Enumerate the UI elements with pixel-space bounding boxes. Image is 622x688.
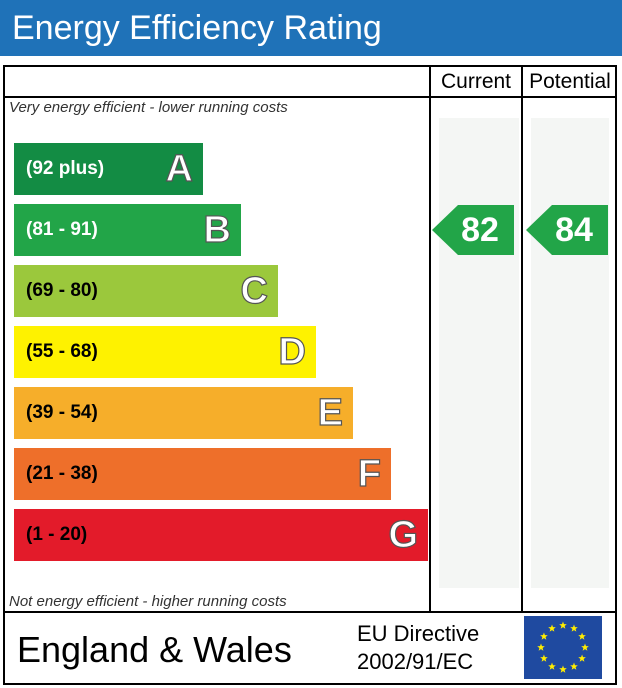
eu-star-icon [540,654,548,662]
column-header-current: Current [440,70,512,93]
eu-star-icon [548,624,556,632]
band-range: (69 - 80) [26,280,98,301]
band-e: (39 - 54) E [14,387,353,439]
potential-rating-marker: 84 [526,205,608,255]
footer-divider [3,611,617,613]
header-row-divider [3,96,617,98]
band-letter: G [388,513,419,556]
band-letter: E [317,391,344,434]
current-rating-value: 82 [461,211,499,249]
caption-top: Very energy efficient - lower running co… [9,99,288,116]
potential-column-bg [531,118,609,588]
band-b: (81 - 91) B [14,204,241,256]
eu-star-icon [578,654,586,662]
band-range: (21 - 38) [26,463,98,484]
eu-star-icon [570,624,578,632]
directive-line-2: 2002/91/EC [357,649,474,674]
band-range: (39 - 54) [26,402,98,423]
current-rating-marker: 82 [432,205,514,255]
potential-rating-value: 84 [555,211,593,249]
band-f: (21 - 38) F [14,448,391,500]
current-column-bg [439,118,519,588]
eu-star-icon [559,665,567,673]
band-range: (1 - 20) [26,524,88,545]
band-letter: B [203,208,232,251]
band-a: (92 plus) A [14,143,203,195]
band-d: (55 - 68) D [14,326,316,378]
band-range: (81 - 91) [26,219,98,240]
eu-star-icon [581,643,589,651]
footer-region: England & Wales [17,629,292,670]
divider-current [429,65,431,613]
eu-star-icon [548,662,556,670]
caption-bottom: Not energy efficient - higher running co… [9,593,287,610]
band-g: (1 - 20) G [14,509,428,561]
band-letter: A [165,147,194,190]
directive-line-1: EU Directive [357,621,480,646]
rating-table [3,65,617,685]
eu-star-icon [537,643,545,651]
band-range: (55 - 68) [26,341,98,362]
band-c: (69 - 80) C [14,265,278,317]
page-title: Energy Efficiency Rating [12,9,382,47]
eu-star-icon [540,632,548,640]
eu-star-icon [570,662,578,670]
header-bar: Energy Efficiency Rating [0,0,622,56]
eu-star-icon [559,621,567,629]
band-range: (92 plus) [26,158,105,179]
band-letter: F [357,452,381,495]
footer-directive: EU Directive 2002/91/EC [357,620,479,676]
band-letter: D [278,330,307,373]
column-header-potential: Potential [529,70,611,93]
divider-potential [521,65,523,613]
band-letter: C [240,269,269,312]
eu-flag-icon [524,616,602,679]
eu-star-icon [578,632,586,640]
